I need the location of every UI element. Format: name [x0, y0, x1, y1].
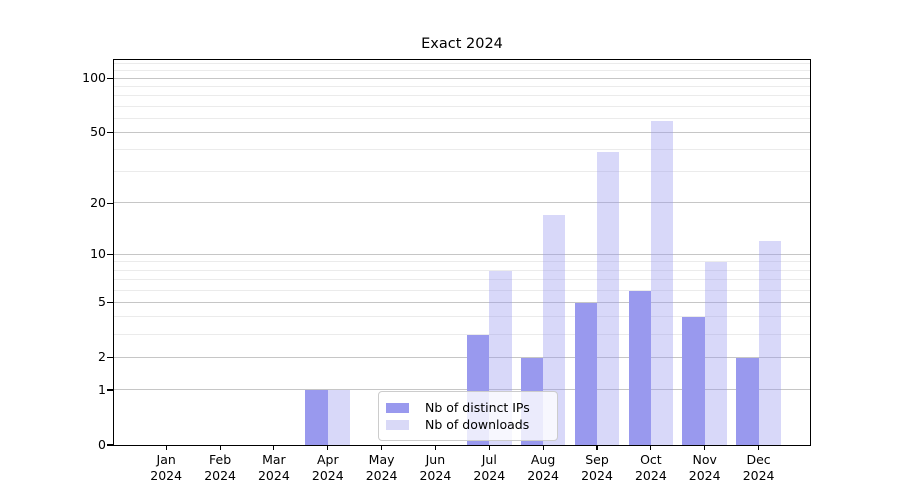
- x-tick-aug: [542, 445, 544, 450]
- legend-label-distinct-ips: Nb of distinct IPs: [425, 400, 530, 415]
- x-tick-oct: [650, 445, 652, 450]
- x-tick-may: [381, 445, 383, 450]
- bar-downloads-dec: [758, 241, 781, 445]
- legend-swatch-downloads: [386, 419, 409, 430]
- x-tick-jun: [434, 445, 436, 450]
- x-tick-feb: [219, 445, 221, 450]
- legend: Nb of distinct IPs Nb of downloads: [378, 391, 558, 441]
- legend-swatch-distinct-ips: [386, 402, 409, 413]
- bar-ips-apr: [305, 390, 328, 445]
- gridline-minor-9: [114, 261, 810, 263]
- bar-downloads-aug: [543, 215, 566, 445]
- x-tick-label: Jan 2024: [150, 452, 183, 483]
- bar-ips-nov: [682, 317, 705, 445]
- y-tick-label: 0: [98, 436, 106, 452]
- bar-downloads-apr: [327, 390, 351, 445]
- x-tick-nov: [704, 445, 706, 450]
- y-tick-label: 20: [90, 194, 106, 210]
- gridline-minor-110: [114, 70, 810, 71]
- gridline-minor-60: [114, 117, 810, 119]
- x-tick-label: Aug 2024: [527, 452, 559, 483]
- gridline-major-5: [114, 301, 810, 303]
- y-tick-1: [107, 389, 113, 391]
- gridline-minor-4: [114, 316, 810, 318]
- gridline-major-10: [114, 253, 810, 255]
- bar-ips-dec: [736, 357, 759, 445]
- x-tick-label: Oct 2024: [634, 452, 667, 483]
- x-tick-label: Jun 2024: [419, 452, 452, 483]
- gridline-major-100: [114, 77, 810, 79]
- bar-downloads-sep: [597, 152, 620, 445]
- bar-ips-oct: [628, 290, 651, 445]
- y-tick-2: [107, 357, 113, 359]
- chart-title: Exact 2024: [421, 36, 503, 52]
- y-tick-label: 5: [98, 294, 106, 310]
- gridline-minor-3: [114, 333, 810, 335]
- gridline-minor-8: [114, 269, 810, 271]
- gridline-major-50: [114, 131, 810, 133]
- y-tick-50: [107, 132, 113, 134]
- x-tick-label: Mar 2024: [257, 452, 290, 483]
- x-tick-mar: [273, 445, 275, 450]
- x-tick-label: Dec 2024: [742, 452, 775, 483]
- y-tick-label: 10: [90, 246, 106, 262]
- x-tick-apr: [327, 445, 329, 450]
- y-tick-20: [107, 202, 113, 204]
- bar-ips-sep: [574, 302, 597, 445]
- gridline-major-20: [114, 202, 810, 204]
- x-tick-label: May 2024: [365, 452, 398, 483]
- x-tick-label: Nov 2024: [688, 452, 721, 483]
- x-tick-jan: [165, 445, 167, 450]
- x-tick-jul: [488, 445, 490, 450]
- gridline-minor-70: [114, 105, 810, 107]
- y-tick-label: 1: [98, 381, 106, 397]
- gridline-minor-7: [114, 278, 810, 280]
- gridline-minor-6: [114, 289, 810, 291]
- x-tick-dec: [758, 445, 760, 450]
- legend-label-downloads: Nb of downloads: [425, 417, 530, 432]
- x-tick-label: Feb 2024: [204, 452, 236, 483]
- gridline-major-1: [114, 389, 810, 390]
- x-tick-label: Jul 2024: [473, 452, 506, 483]
- gridline-minor-30: [114, 171, 810, 173]
- gridline-minor-120: [114, 63, 810, 65]
- gridline-minor-40: [114, 149, 810, 151]
- y-tick-10: [107, 254, 113, 256]
- bar-downloads-oct: [650, 121, 674, 445]
- x-tick-sep: [596, 445, 598, 450]
- legend-item-distinct-ips: Nb of distinct IPs: [386, 399, 547, 416]
- y-tick-label: 50: [90, 124, 106, 140]
- bar-downloads-nov: [704, 262, 727, 445]
- x-tick-label: Sep 2024: [581, 452, 613, 483]
- legend-item-downloads: Nb of downloads: [386, 416, 547, 433]
- y-tick-0: [107, 444, 113, 446]
- y-tick-label: 2: [98, 349, 106, 365]
- gridline-major-2: [114, 356, 810, 358]
- gridline-minor-90: [114, 85, 810, 87]
- y-tick-100: [107, 77, 113, 80]
- x-tick-label: Apr 2024: [311, 452, 344, 483]
- y-tick-label: 100: [82, 70, 106, 85]
- y-tick-5: [107, 302, 113, 304]
- gridline-minor-80: [114, 95, 810, 96]
- plot-area: 0 1 2 5 10 20 50 100 Jan 2024 Feb 2024 Mar 2024 Apr 202…: [82, 59, 811, 483]
